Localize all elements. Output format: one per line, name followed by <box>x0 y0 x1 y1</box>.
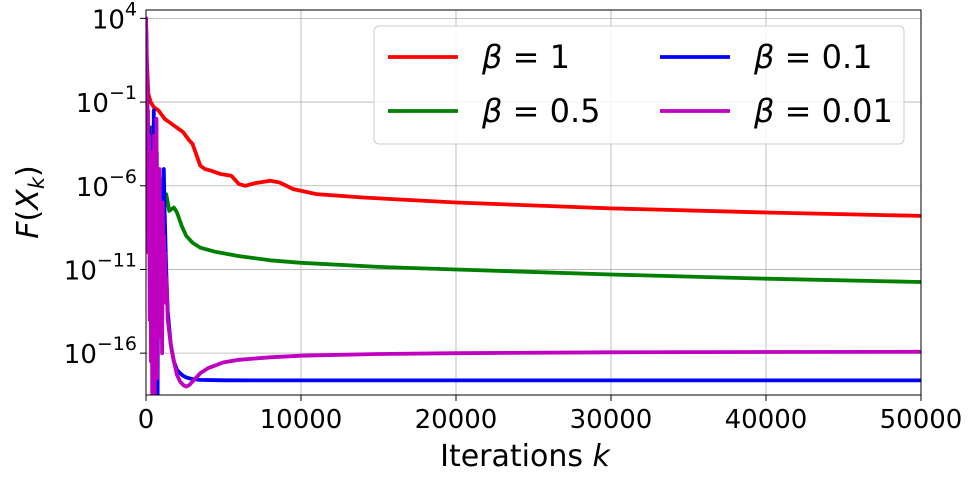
y-axis-title: F(Xk) <box>11 165 49 238</box>
legend-frame <box>373 25 905 145</box>
y-axis-ticks: 104 10−1 10−6 10−11 10−16 <box>64 0 146 370</box>
x-axis-ticks: 0 10000 20000 30000 40000 50000 <box>138 395 963 435</box>
y-tick-label-6: 10−6 <box>76 166 137 203</box>
legend-label: β = 0.01 <box>753 92 893 130</box>
series-layer <box>146 16 921 395</box>
y-tick-label-11: 10−11 <box>64 249 137 286</box>
legend-label: β = 0.1 <box>753 38 872 76</box>
x-tick-label-40000: 40000 <box>725 405 808 435</box>
legend-item-beta-0-1: β = 0.1 <box>660 38 872 76</box>
y-tick-label-16: 10−16 <box>64 333 137 370</box>
x-tick-label-0: 0 <box>138 405 155 435</box>
series-line-beta-1 <box>146 16 921 218</box>
legend-item-beta-0-5: β = 0.5 <box>388 92 600 130</box>
y-tick-label-4: 104 <box>92 0 137 35</box>
plot-frame <box>145 9 922 396</box>
legend-label: β = 1 <box>481 38 570 76</box>
x-tick-label-10000: 10000 <box>260 405 343 435</box>
x-tick-label-20000: 20000 <box>415 405 498 435</box>
x-tick-label-30000: 30000 <box>570 405 653 435</box>
legend-item-beta-0-01: β = 0.01 <box>660 92 893 130</box>
x-tick-label-50000: 50000 <box>880 405 963 435</box>
legend-label: β = 0.5 <box>481 92 600 130</box>
y-tick-label-1: 10−1 <box>76 82 137 119</box>
series-line-beta-0-01 <box>146 16 921 395</box>
legend: β = 1 β = 0.5 β = 0.1 β = 0.01 <box>373 25 905 145</box>
legend-item-beta-1: β = 1 <box>388 38 570 76</box>
x-axis-title: Iterations k <box>440 439 611 474</box>
